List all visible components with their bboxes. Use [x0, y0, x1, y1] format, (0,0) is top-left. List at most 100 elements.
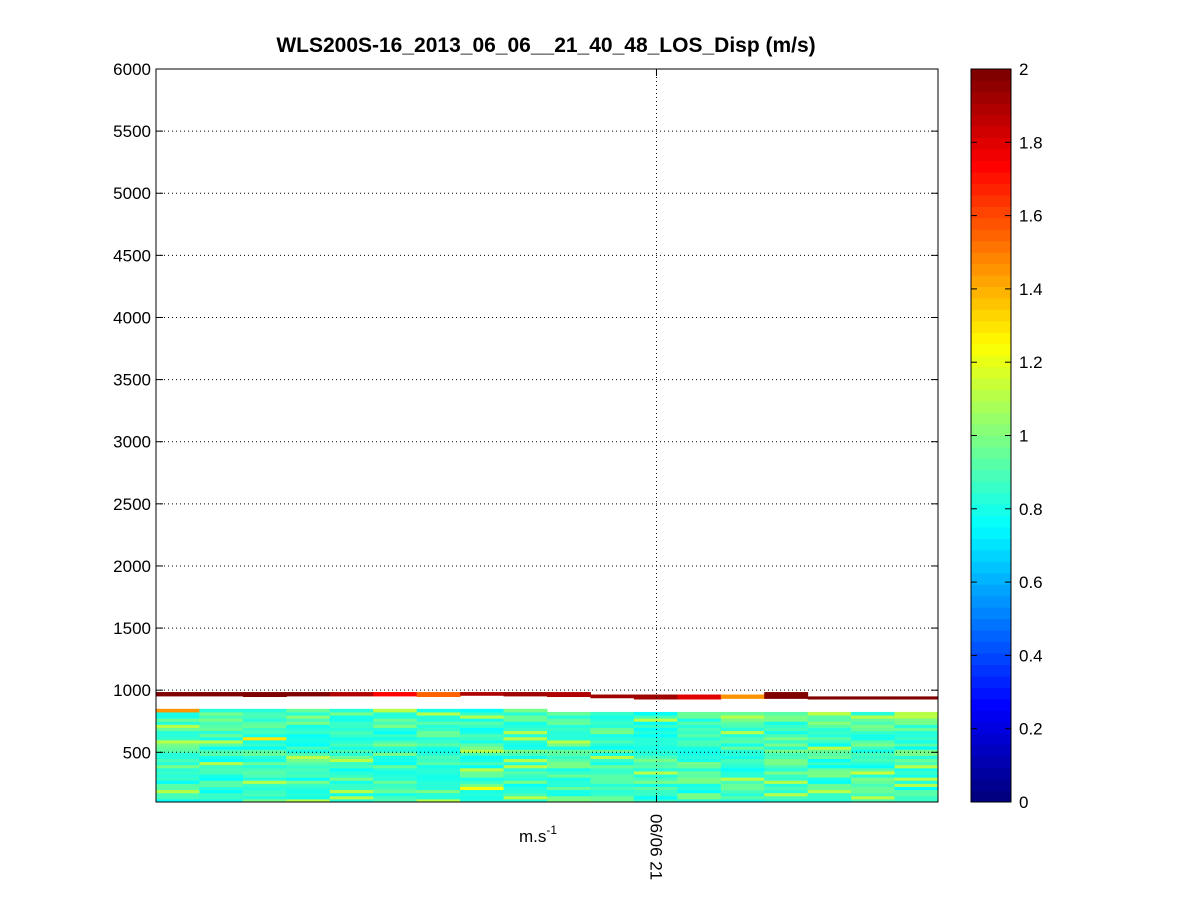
heatmap-cell [373, 770, 418, 775]
heatmap-cell [156, 708, 200, 713]
colorbar-swatch [971, 229, 1011, 242]
heatmap-cell [286, 708, 331, 713]
heatmap-cell [242, 708, 287, 713]
heatmap-cell [199, 795, 244, 800]
heatmap-cell [503, 733, 548, 738]
heatmap-cell [199, 789, 244, 794]
heatmap-cell [851, 742, 896, 747]
heatmap-cell [199, 721, 244, 725]
heatmap-cell [460, 727, 505, 732]
heatmap-cell [460, 711, 505, 716]
heatmap-cell [764, 724, 809, 728]
heatmap-cell [720, 755, 765, 760]
heatmap-cell [503, 708, 548, 713]
heatmap-cell [764, 761, 809, 766]
heatmap-cell [894, 780, 939, 784]
heatmap-cell [286, 727, 331, 732]
x-axis-label: m.s-1 [519, 823, 557, 846]
heatmap-cell [807, 724, 852, 728]
colorbar-swatch [971, 114, 1011, 127]
heatmap-cell [156, 749, 200, 753]
heatmap-cell [156, 739, 200, 744]
colorbar-tick-label: 1.8 [1019, 133, 1043, 152]
heatmap-cell [156, 755, 200, 760]
heatmap-cell [807, 715, 852, 719]
heatmap-cell [199, 786, 244, 791]
heatmap-cell [329, 792, 374, 797]
heatmap-cell [286, 761, 331, 766]
heatmap-cell [547, 711, 591, 716]
heatmap-cell [156, 767, 200, 772]
heatmap-cell [373, 749, 418, 753]
heatmap-cell [547, 783, 591, 787]
heatmap-cell [199, 746, 244, 750]
heatmap-cell [677, 780, 722, 784]
heatmap-cell [894, 798, 939, 803]
heatmap-cell [677, 742, 722, 747]
heatmap-cell [199, 792, 244, 797]
heatmap-cell [156, 770, 200, 775]
heatmap-cell [851, 792, 896, 797]
heatmap-cell [764, 736, 809, 741]
heatmap-cell [677, 770, 722, 775]
heatmap-cell [329, 764, 374, 769]
heatmap-cell [416, 739, 461, 744]
heatmap-cell [851, 789, 896, 794]
heatmap-top-band [329, 692, 374, 697]
heatmap-cell [851, 798, 896, 803]
heatmap-cell [764, 758, 809, 763]
heatmap-cell [677, 715, 722, 719]
heatmap-cell [329, 727, 374, 732]
heatmap-cell [764, 715, 809, 719]
heatmap-cell [677, 786, 722, 791]
heatmap-cell [720, 795, 765, 800]
heatmap-cell [503, 761, 548, 766]
heatmap-cell [242, 774, 287, 778]
heatmap-cell [199, 777, 244, 781]
heatmap-cell [720, 733, 765, 738]
heatmap-cell [547, 795, 591, 800]
colorbar-swatch [971, 252, 1011, 265]
heatmap-cell [894, 783, 939, 787]
heatmap-cell [329, 752, 374, 756]
heatmap-cell [460, 767, 505, 772]
heatmap-cell [242, 746, 287, 750]
heatmap-top-band [156, 692, 200, 697]
heatmap-cell [807, 786, 852, 791]
colorbar-swatch [971, 607, 1011, 620]
colorbar: 0 0.2 0.4 0.6 0.8 1 1.2 1.4 1.6 1.8 2 [970, 60, 1043, 812]
heatmap-cell [373, 721, 418, 725]
heatmap-cell [720, 746, 765, 750]
heatmap-cell [373, 718, 418, 722]
heatmap-cell [590, 742, 635, 747]
heatmap-cell [720, 727, 765, 732]
heatmap-cell [764, 718, 809, 722]
heatmap-cell [807, 749, 852, 753]
heatmap-cell [851, 736, 896, 741]
heatmap-cell [373, 742, 418, 747]
heatmap-cell [764, 733, 809, 738]
colorbar-swatch [971, 206, 1011, 219]
heatmap-cell [677, 749, 722, 753]
heatmap-cell [503, 727, 548, 732]
heatmap-cell [720, 752, 765, 756]
colorbar-swatch [971, 538, 1011, 551]
heatmap-cell [373, 780, 418, 784]
heatmap-cell [590, 774, 635, 778]
heatmap-cell [894, 755, 939, 760]
heatmap-cell [503, 792, 548, 797]
heatmap-cell [764, 789, 809, 794]
heatmap-cell [373, 789, 418, 794]
heatmap-cell [156, 733, 200, 738]
heatmap-cell [633, 733, 678, 738]
y-tick-label: 500 [123, 743, 151, 762]
heatmap-cell [677, 792, 722, 797]
heatmap-cell [807, 755, 852, 760]
heatmap-cell [807, 795, 852, 800]
heatmap-cell [329, 761, 374, 766]
heatmap-cells [156, 692, 939, 803]
heatmap-cell [242, 733, 287, 738]
heatmap-cell [329, 733, 374, 738]
heatmap-cell [286, 718, 331, 722]
